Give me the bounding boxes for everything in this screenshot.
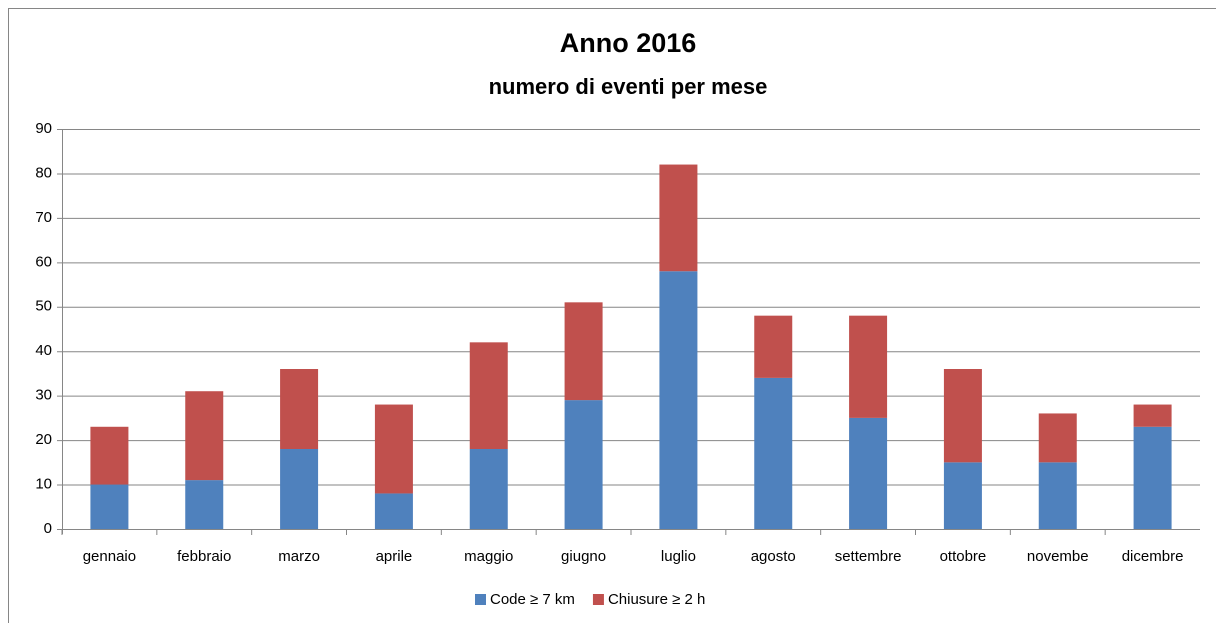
y-tick-label: 70 — [35, 209, 52, 226]
y-tick-label: 30 — [35, 387, 52, 404]
bar — [374, 404, 413, 494]
bar — [90, 484, 129, 529]
x-tick-label: gennaio — [83, 548, 136, 565]
x-tick-label: settembre — [835, 548, 902, 565]
bar — [943, 462, 982, 529]
y-tick-label: 0 — [44, 520, 52, 537]
x-tick-label: giugno — [561, 548, 606, 565]
bar — [659, 271, 698, 529]
y-tick-label: 20 — [35, 431, 52, 448]
y-tick-label: 60 — [35, 253, 52, 270]
chart-subtitle: numero di eventi per mese — [489, 74, 768, 99]
bar — [943, 369, 982, 463]
bar — [185, 480, 224, 529]
chart-frame — [8, 8, 1216, 623]
y-tick-label: 40 — [35, 342, 52, 359]
y-tick-label: 50 — [35, 298, 52, 315]
bar — [754, 377, 793, 529]
bar — [469, 342, 508, 449]
x-tick-label: ottobre — [940, 548, 987, 565]
y-tick-label: 90 — [35, 120, 52, 137]
x-tick-label: maggio — [464, 548, 513, 565]
bar — [90, 426, 129, 485]
bar — [374, 493, 413, 529]
legend-swatch — [475, 594, 486, 605]
bar — [1038, 462, 1077, 529]
x-tick-label: agosto — [751, 548, 796, 565]
x-tick-label: marzo — [278, 548, 320, 565]
bar — [185, 391, 224, 481]
y-tick-label: 10 — [35, 476, 52, 493]
x-tick-label: luglio — [661, 548, 696, 565]
legend-label: Chiusure ≥ 2 h — [608, 591, 705, 608]
bar — [469, 449, 508, 529]
bar — [280, 369, 319, 449]
legend-label: Code ≥ 7 km — [490, 591, 575, 608]
bar — [849, 417, 888, 529]
bar — [659, 164, 698, 272]
y-tick-label: 80 — [35, 164, 52, 181]
legend-swatch — [592, 594, 604, 605]
bar — [1038, 413, 1077, 463]
bar — [564, 302, 603, 401]
x-tick-label: febbraio — [177, 548, 231, 565]
x-tick-label: aprile — [376, 548, 413, 565]
bar — [849, 315, 888, 418]
x-tick-label: novembe — [1027, 548, 1089, 565]
bar — [280, 449, 319, 529]
bar — [754, 315, 793, 378]
bar — [564, 400, 603, 529]
bar — [1133, 426, 1172, 529]
bar — [1133, 404, 1172, 427]
x-tick-label: dicembre — [1122, 548, 1184, 565]
chart-title: Anno 2016 — [560, 28, 697, 58]
